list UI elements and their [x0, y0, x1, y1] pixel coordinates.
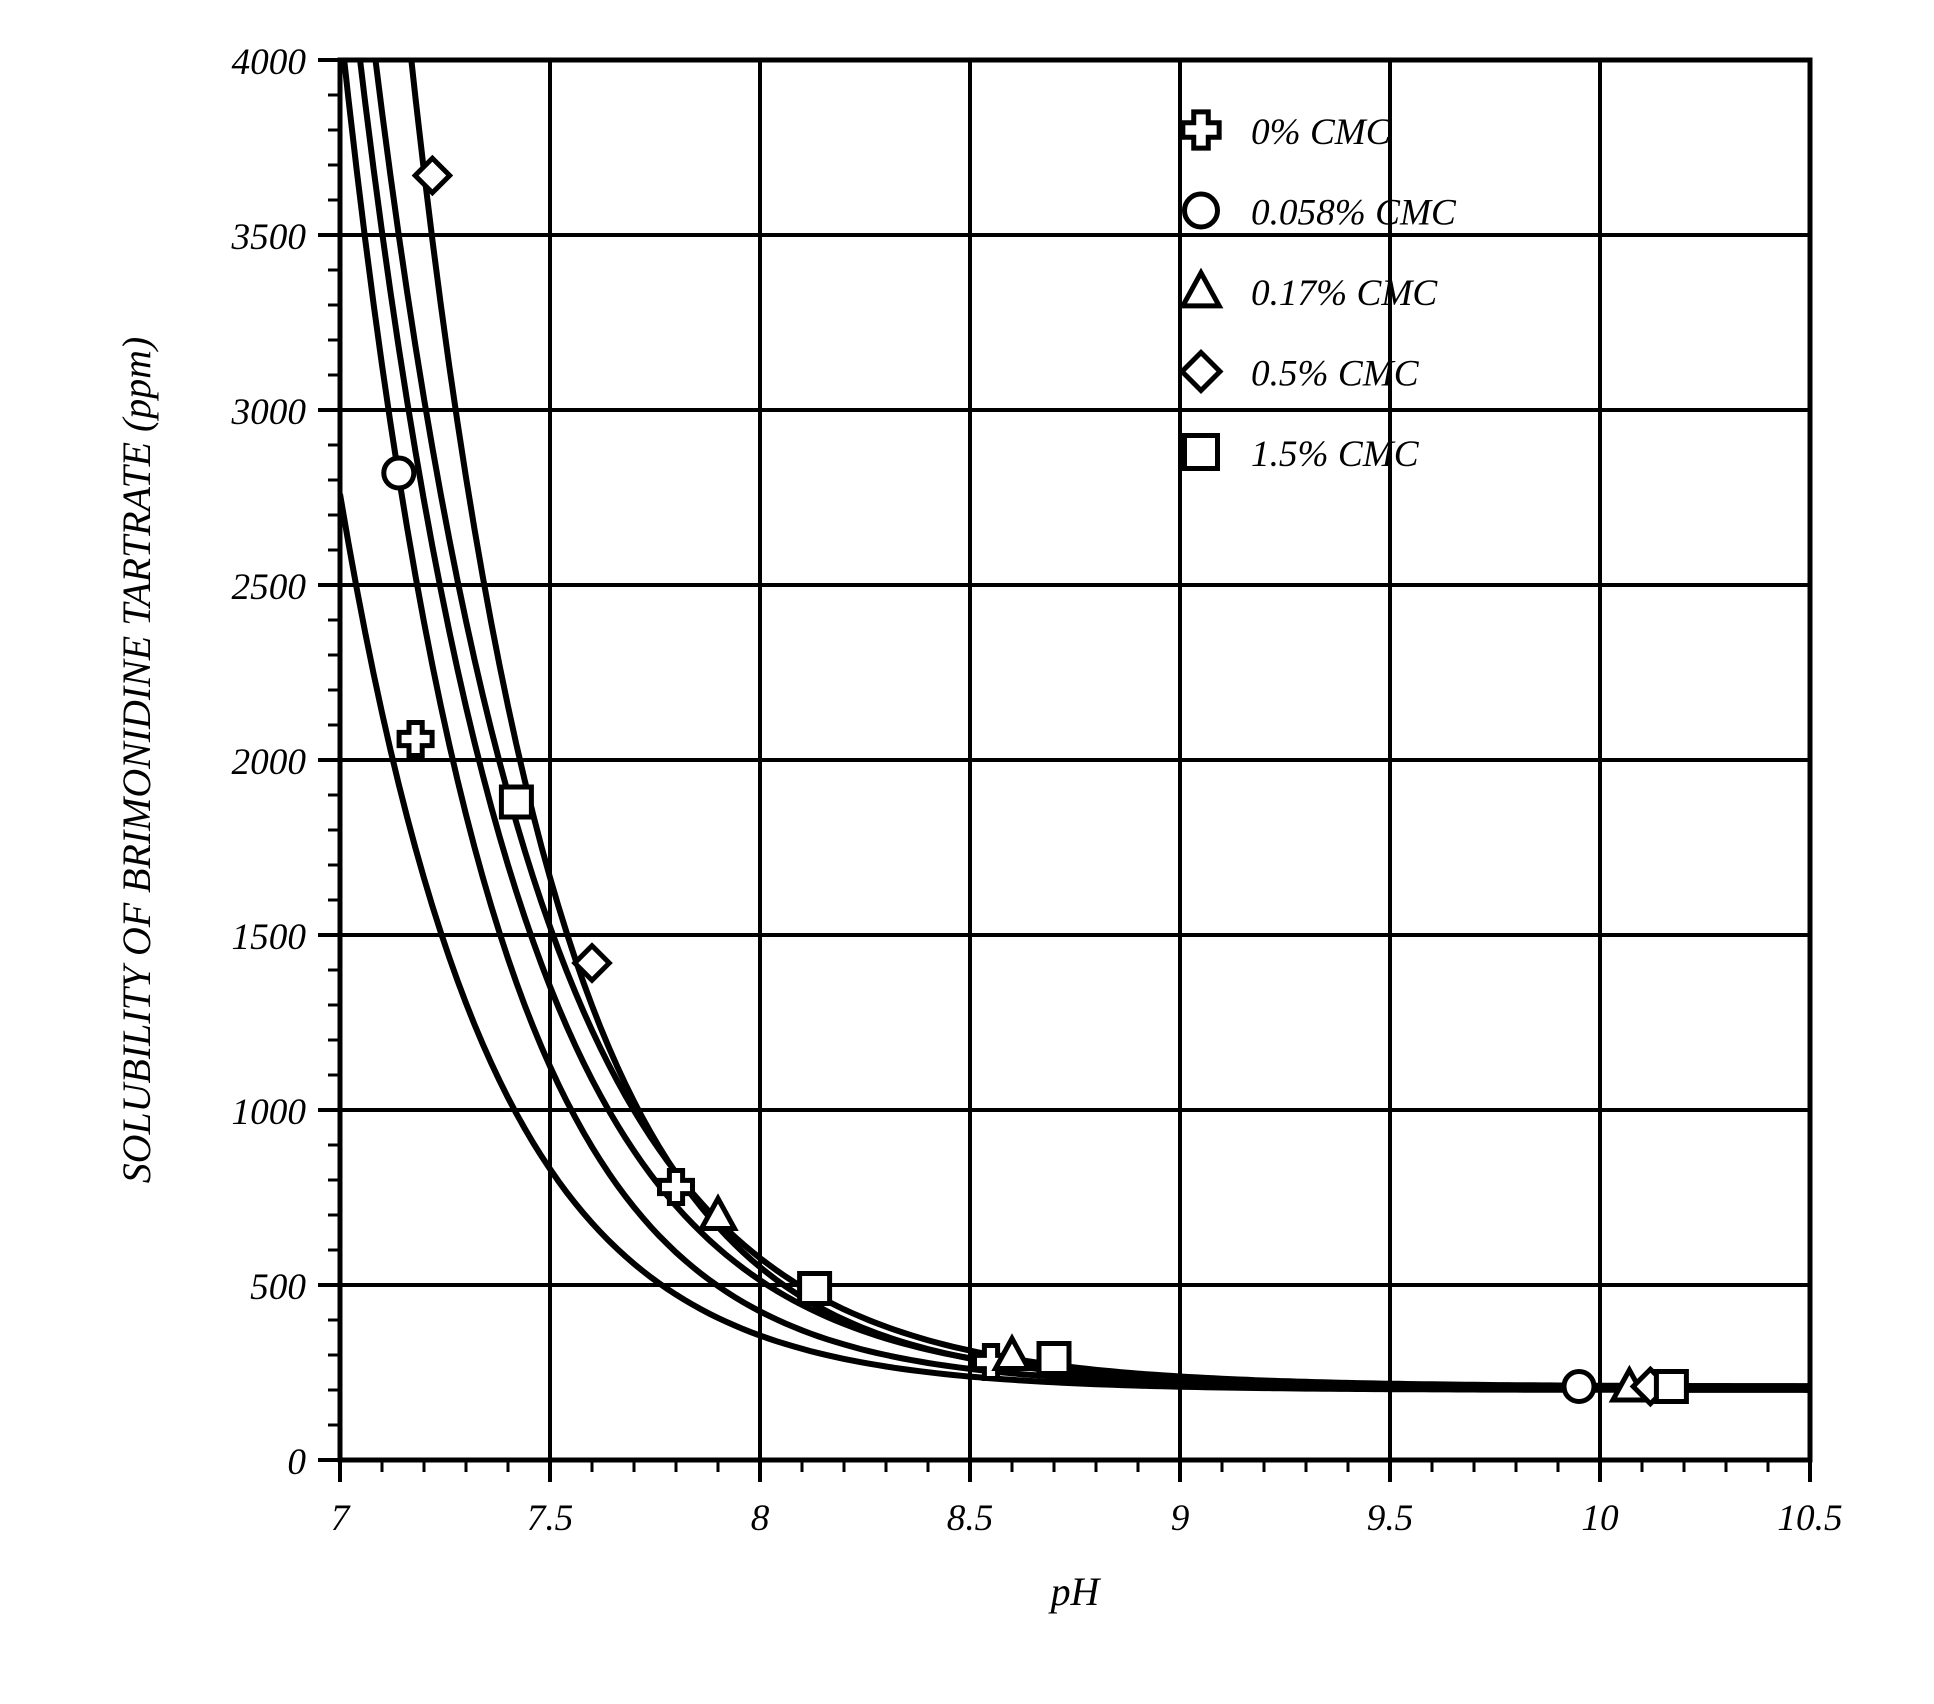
curve: [340, 0, 1810, 1386]
square-marker: [1039, 1344, 1069, 1374]
legend-label: 0.5% CMC: [1251, 354, 1420, 395]
x-tick-label: 10: [1581, 1498, 1619, 1539]
x-tick-label: 7: [331, 1498, 351, 1539]
y-tick-label: 0: [287, 1442, 306, 1483]
y-tick-label: 4000: [232, 42, 307, 83]
square-marker: [1656, 1372, 1686, 1402]
grid: [340, 60, 1810, 1460]
legend: 0% CMC 0.058% CMC 0.17% CMC 0.5% CMC 1.5% CM…: [1182, 112, 1457, 475]
x-axis-title: pH: [1048, 1569, 1102, 1614]
x-tick-label: 9: [1171, 1498, 1190, 1539]
solubility-chart: 7 7.5 8 8.5 9 9.5 10 10.5 0 500 1000 1500 2000 2500 30…: [0, 0, 1934, 1704]
circle-marker: [384, 458, 414, 488]
square-marker: [800, 1274, 830, 1304]
markers: [384, 158, 1687, 1404]
y-tick-label: 500: [250, 1267, 306, 1308]
x-tick-label: 8.5: [947, 1498, 994, 1539]
x-tick-label: 10.5: [1777, 1498, 1842, 1539]
square-marker: [501, 787, 531, 817]
y-tick-label: 2500: [232, 567, 307, 608]
circle-marker: [1185, 194, 1218, 227]
triangle-marker: [1183, 273, 1219, 306]
y-tick-label: 1500: [232, 917, 307, 958]
legend-label: 0.058% CMC: [1251, 193, 1457, 234]
ticks: [318, 60, 1810, 1482]
legend-label: 0.17% CMC: [1251, 273, 1438, 314]
diamond-marker: [1182, 353, 1220, 391]
y-tick-label: 2000: [232, 742, 307, 783]
x-tick-label: 9.5: [1367, 1498, 1414, 1539]
y-tick-label: 3000: [231, 392, 307, 433]
curve: [340, 0, 1810, 1386]
plusopen-marker: [1183, 112, 1219, 148]
x-tick-label: 7.5: [527, 1498, 574, 1539]
plusopen-marker: [660, 1171, 693, 1204]
legend-label: 0% CMC: [1251, 112, 1392, 153]
y-tick-label: 1000: [232, 1092, 307, 1133]
curves: [340, 0, 1810, 1390]
y-axis-title: SOLUBILITY OF BRIMONIDINE TARTRATE (ppm): [114, 337, 159, 1184]
square-marker: [1185, 436, 1218, 469]
curve: [340, 494, 1810, 1390]
circle-marker: [1564, 1372, 1594, 1402]
legend-label: 1.5% CMC: [1251, 434, 1420, 475]
plusopen-marker: [399, 723, 432, 756]
y-tick-label: 3500: [231, 217, 307, 258]
x-tick-label: 8: [751, 1498, 770, 1539]
curve: [340, 0, 1810, 1386]
